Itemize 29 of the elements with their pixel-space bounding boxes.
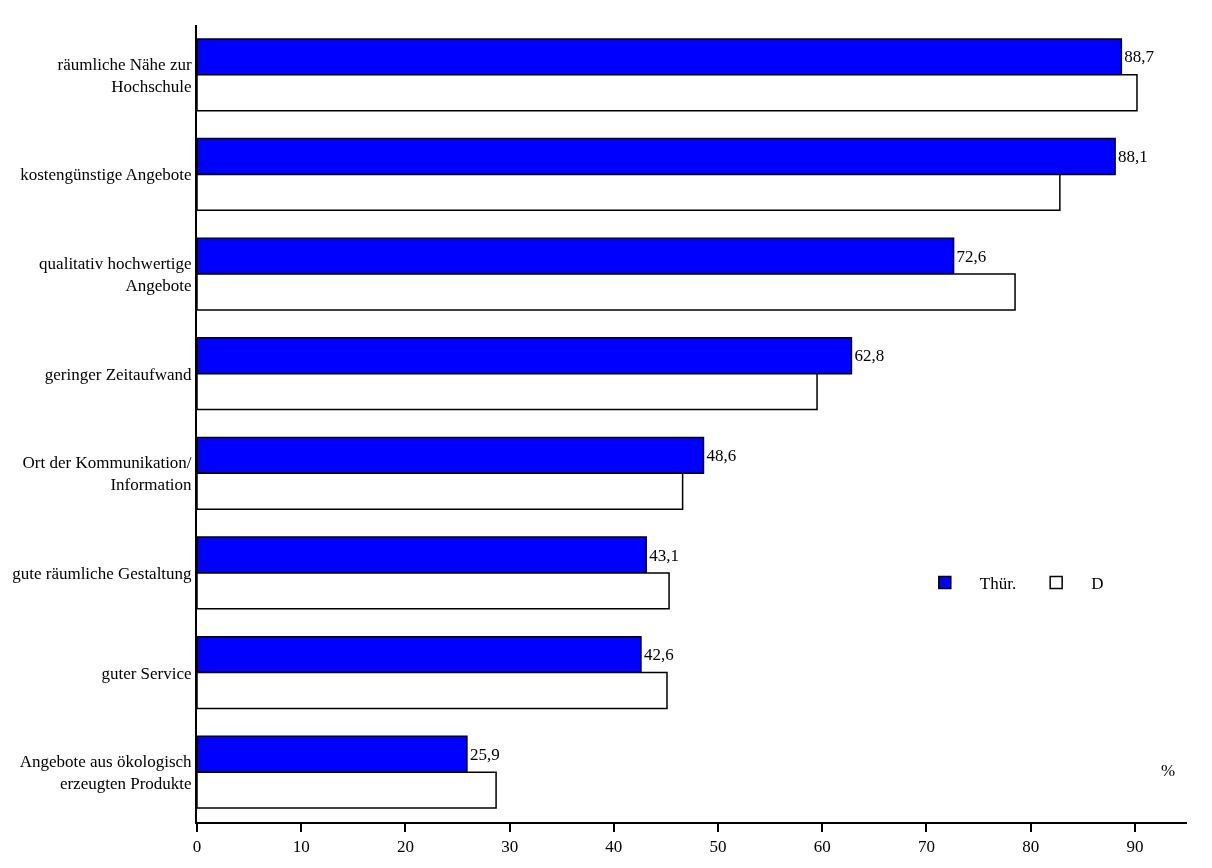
- x-tick-label: 70: [917, 837, 935, 857]
- y-tick-label: geringer Zeitaufwand: [44, 364, 193, 384]
- y-tick-label: qualitativ hochwertige Angebote: [39, 253, 192, 296]
- x-tick-label: 20: [396, 837, 414, 857]
- x-tick-label: 10: [292, 837, 310, 857]
- data-label: 72,6: [956, 246, 987, 266]
- y-tick-label: guter Service: [101, 663, 192, 683]
- x-tick-label: 80: [1022, 837, 1040, 857]
- x-tick-label: 30: [501, 837, 519, 857]
- data-label: 62,8: [854, 346, 885, 366]
- data-label: 88,1: [1118, 147, 1148, 167]
- y-tick-label: räumliche Nähe zur Hochschule: [57, 54, 192, 96]
- data-label: 48,6: [706, 445, 737, 465]
- data-label: 42,6: [643, 645, 674, 665]
- data-label: 88,7: [1124, 47, 1155, 67]
- y-tick-label: kostengünstige Angebote: [20, 165, 192, 185]
- y-tick-label: Angebote aus ökologisch erzeugten Produkte: [19, 752, 193, 794]
- y-tick-label: Ort der Kommunikation/ Information: [22, 453, 193, 495]
- y-tick-label: gute räumliche Gestaltung: [12, 563, 193, 583]
- annotation: %: [1161, 761, 1176, 780]
- data-label: 43,1: [649, 545, 679, 565]
- legend-label: Thür.: [979, 574, 1017, 594]
- data-label: 25,9: [469, 744, 500, 764]
- legend-label: D: [1091, 574, 1104, 594]
- x-tick-label: 60: [813, 837, 831, 857]
- x-tick-label: 40: [605, 837, 623, 857]
- x-tick-label: 50: [709, 837, 727, 857]
- x-tick-label: 90: [1126, 837, 1144, 857]
- x-tick-label: 0: [192, 837, 202, 857]
